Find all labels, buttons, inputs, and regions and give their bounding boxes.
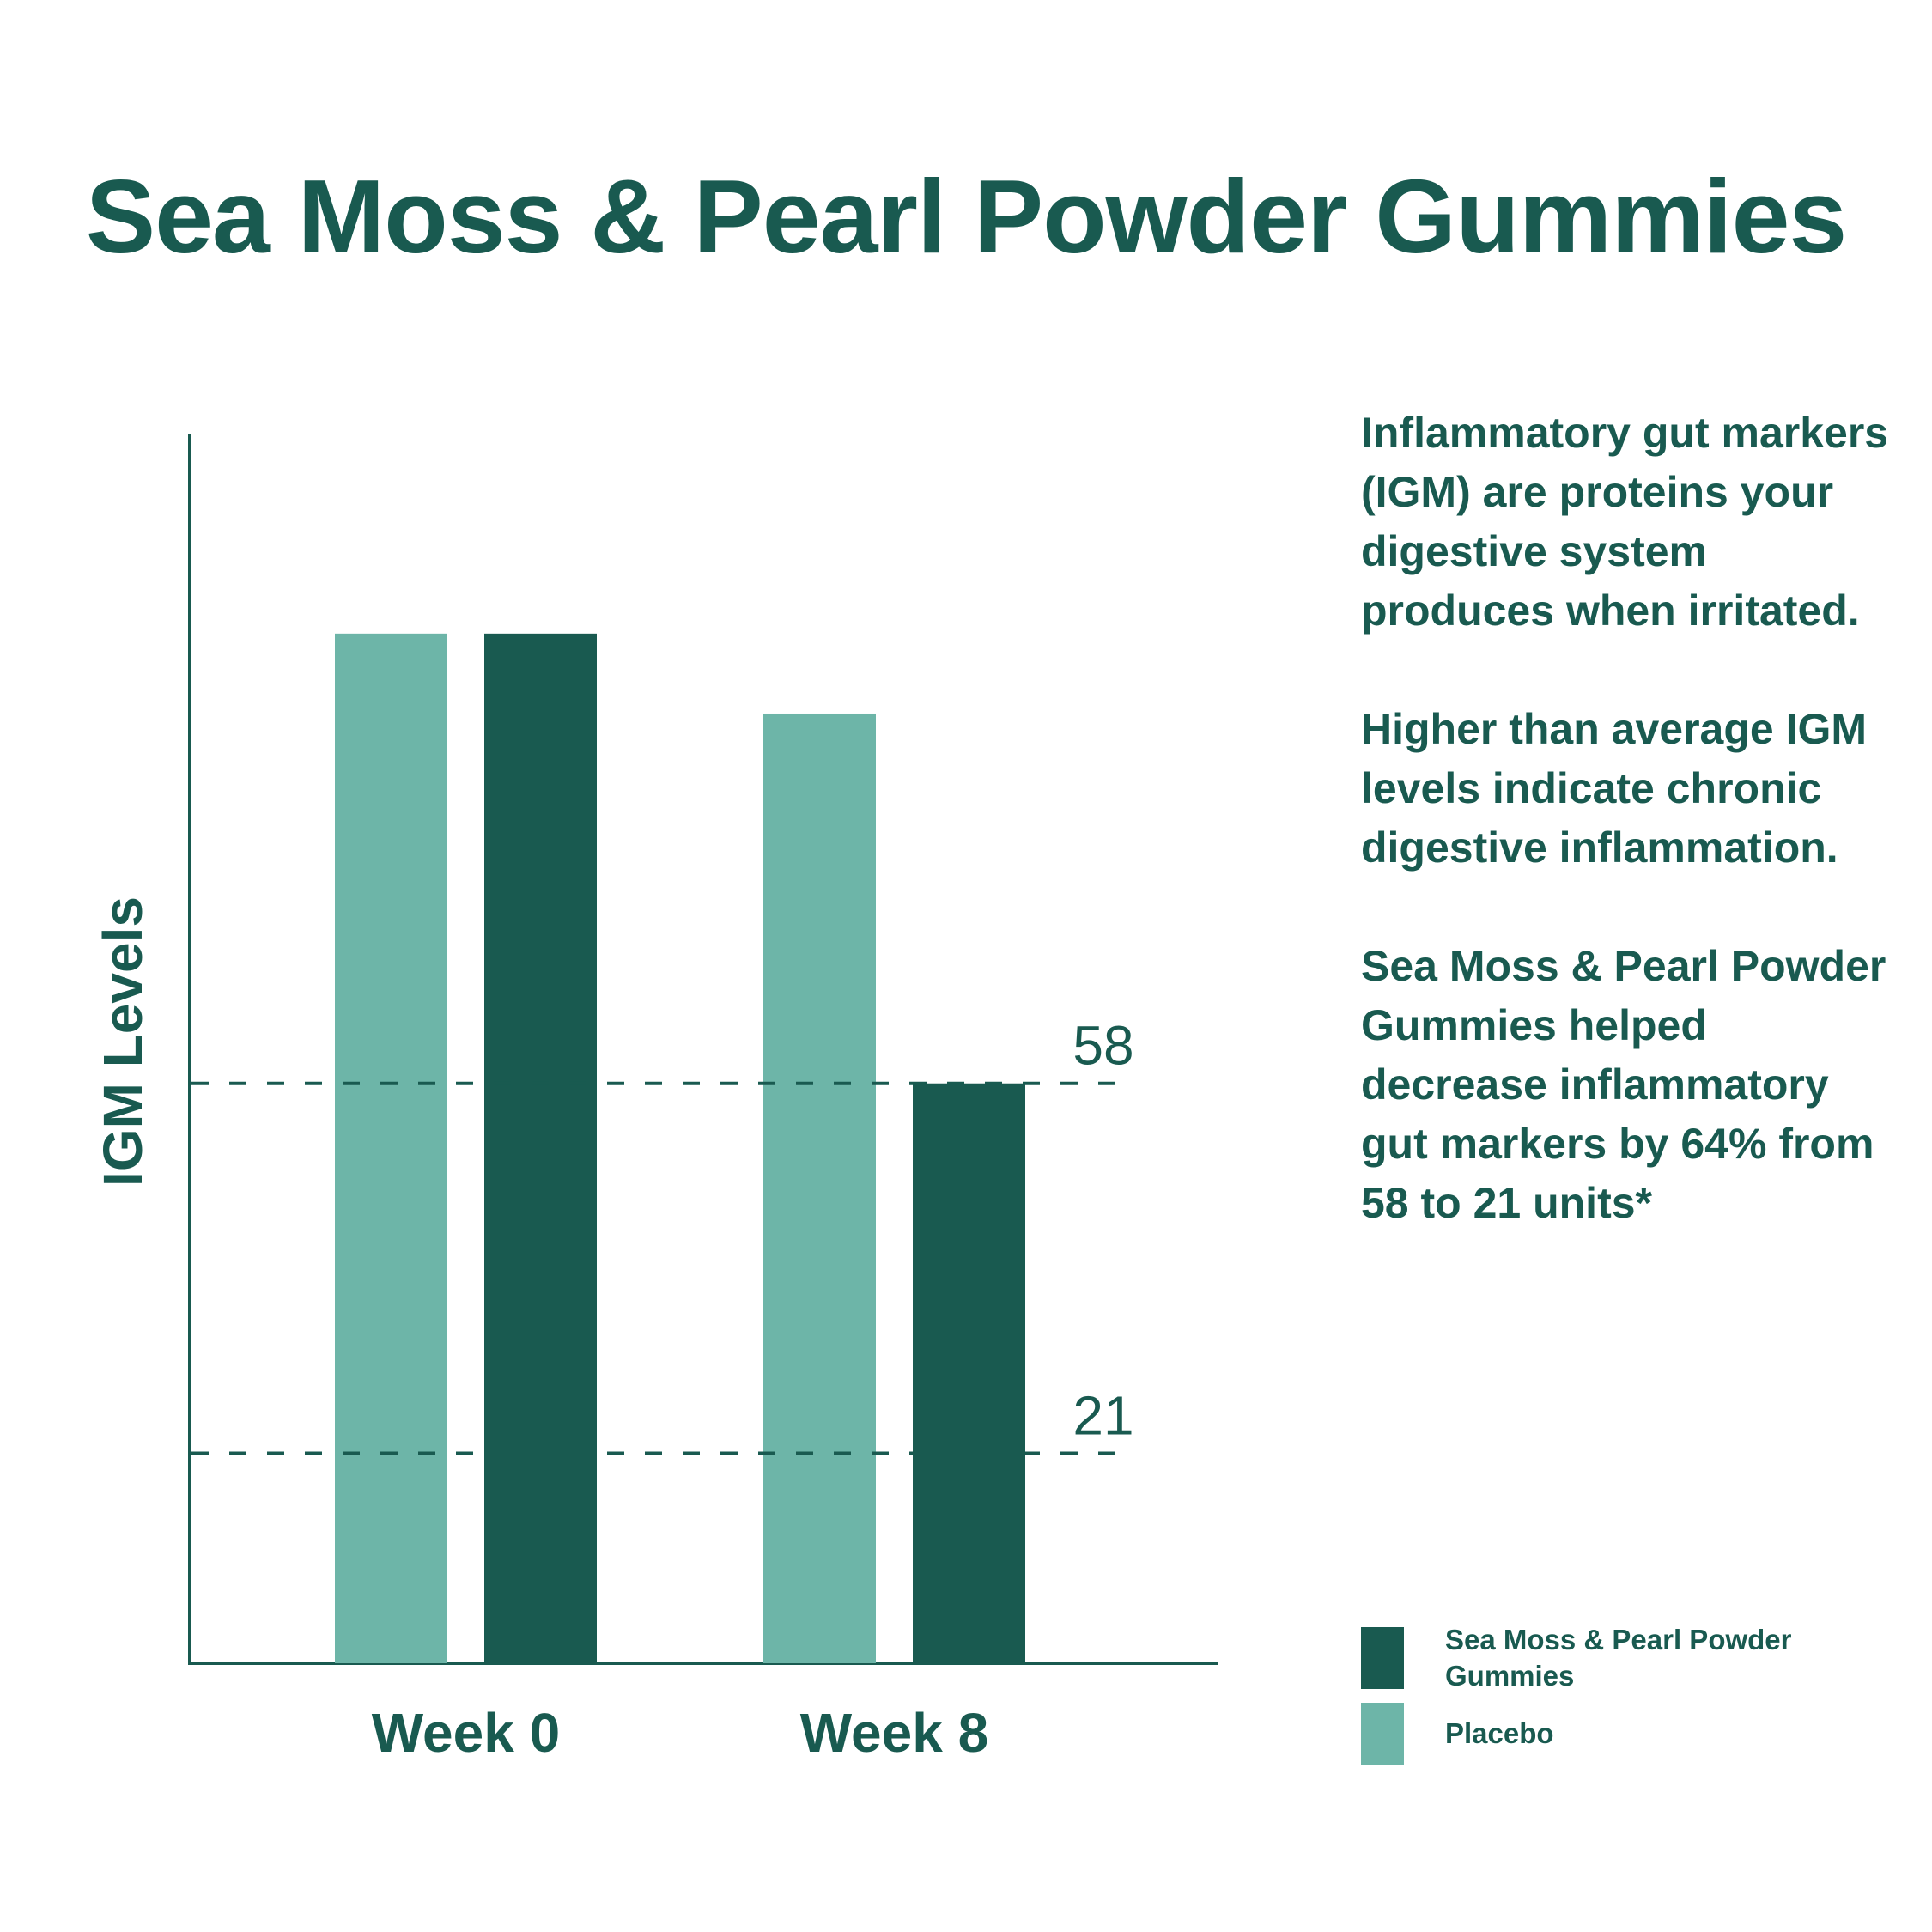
legend-swatch-placebo [1361,1703,1404,1765]
reference-label-21: 21 [1072,1385,1133,1447]
bar-week-8-placebo [763,713,876,1663]
description-paragraph-3: Sea Moss & Pearl Powder Gummies helped d… [1361,942,1886,1227]
bar-week-8-gummies [913,1083,1025,1663]
y-axis-label: IGM Levels [92,896,154,1187]
legend-item-placebo: Placebo [1361,1703,1876,1765]
x-tick-label-week-8: Week 8 [800,1702,988,1764]
chart-title: Sea Moss & Pearl Powder Gummies [85,158,1848,275]
legend-label-gummies: Sea Moss & Pearl Powder Gummies [1445,1624,1792,1692]
reference-label-58: 58 [1072,1015,1133,1077]
x-tick-label-week-0: Week 0 [372,1702,560,1764]
description: Inflammatory gut markers (IGM) are prote… [1361,404,1893,1292]
legend: Sea Moss & Pearl Powder Gummies Placebo [1361,1624,1876,1778]
description-paragraph-1: Inflammatory gut markers (IGM) are prote… [1361,409,1889,635]
legend-label-placebo: Placebo [1445,1717,1554,1749]
legend-item-gummies: Sea Moss & Pearl Powder Gummies [1361,1624,1876,1692]
legend-swatch-gummies [1361,1627,1404,1689]
bar-week-0-gummies [484,633,597,1664]
description-paragraph-2: Higher than average IGM levels indicate … [1361,705,1868,872]
bar-week-0-placebo [335,633,447,1664]
